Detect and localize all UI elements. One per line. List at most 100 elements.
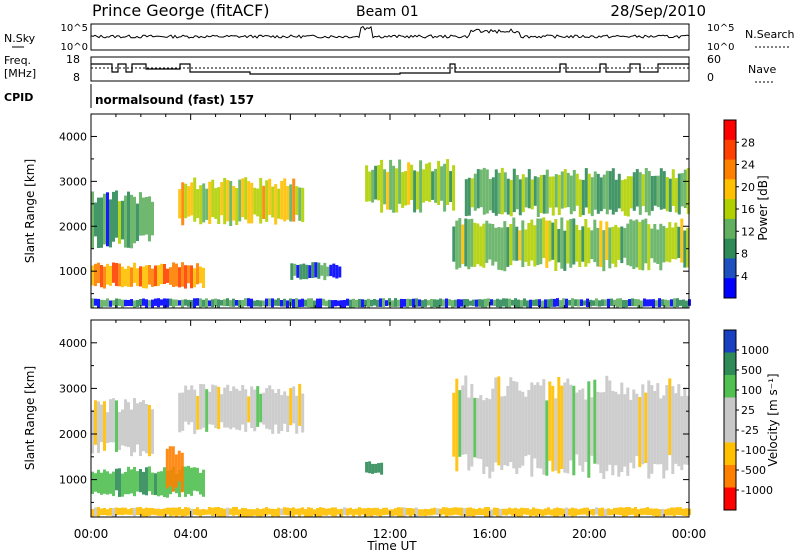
power-cell: [343, 300, 346, 308]
power-cell: [172, 299, 175, 308]
velocity-cell: [115, 400, 118, 452]
power-cell: [521, 174, 525, 213]
power-cell: [100, 299, 103, 308]
velocity-cell: [641, 384, 645, 465]
velocity-cell: [451, 507, 454, 516]
velocity-cell: [496, 507, 499, 517]
power-cell: [383, 169, 387, 205]
power-cell: [530, 179, 534, 210]
velocity-cell: [352, 509, 355, 517]
power-cell: [202, 267, 205, 288]
velocity-cell: [130, 508, 133, 515]
velocity-cell: [497, 376, 501, 466]
velocity-cell: [313, 509, 316, 516]
velocity-cell: [535, 508, 538, 517]
power-cell: [166, 298, 169, 308]
colorbar-tick-label: 1000: [741, 344, 769, 357]
velocity-cell: [142, 508, 145, 517]
power-cell: [205, 188, 209, 220]
velocity-cell: [566, 378, 570, 474]
power-cell: [569, 218, 573, 268]
velocity-cell: [490, 509, 493, 517]
power-cell: [434, 168, 438, 203]
power-cell: [214, 188, 218, 219]
power-cell: [554, 174, 558, 208]
power-cell: [497, 227, 501, 270]
velocity-cell: [436, 508, 439, 516]
velocity-cell: [130, 409, 133, 457]
velocity-cell: [418, 509, 421, 516]
power-cell: [157, 298, 160, 308]
power-cell: [623, 179, 627, 216]
power-cell: [154, 265, 157, 287]
y-tick-label: 2000: [59, 220, 87, 233]
power-cell: [433, 299, 436, 307]
velocity-cell: [355, 508, 358, 515]
colorbar-swatch: [724, 397, 736, 421]
power-cell: [653, 175, 657, 206]
velocity-cell: [659, 398, 663, 465]
velocity-cell: [376, 507, 379, 516]
power-cell: [478, 299, 481, 307]
velocity-cell: [124, 399, 127, 447]
velocity-cell: [658, 509, 661, 517]
power-cell: [595, 298, 598, 307]
power-cell: [124, 299, 127, 307]
power-cell: [379, 298, 382, 307]
velocity-cell: [514, 507, 517, 516]
power-cell: [314, 262, 318, 278]
velocity-cell: [196, 395, 200, 430]
velocity-cell: [539, 385, 543, 469]
power-cell: [121, 200, 124, 240]
velocity-cell: [466, 507, 469, 517]
y-tick-label: 4000: [59, 130, 87, 143]
power-cell: [626, 223, 630, 266]
velocity-cell: [485, 397, 489, 467]
power-cell: [476, 223, 480, 265]
power-cell: [599, 177, 603, 212]
power-cell: [100, 197, 103, 248]
velocity-cell: [470, 384, 474, 467]
power-cell: [181, 299, 184, 308]
velocity-cell: [524, 396, 528, 457]
power-cell: [571, 298, 574, 308]
power-cell: [560, 171, 564, 209]
power-cell: [109, 199, 112, 248]
power-cell: [160, 299, 163, 306]
velocity-cell: [235, 388, 239, 430]
velocity-cell: [163, 467, 166, 497]
power-cell: [476, 169, 480, 209]
power-cell: [614, 224, 618, 268]
velocity-cell: [130, 469, 133, 494]
power-cell: [661, 299, 664, 307]
velocity-cell: [214, 507, 217, 516]
power-cell: [386, 171, 390, 210]
power-cell: [94, 202, 97, 237]
power-cell: [421, 300, 424, 308]
velocity-cell: [508, 507, 511, 515]
power-cell: [271, 298, 274, 308]
power-cell: [521, 220, 525, 268]
power-cell: [680, 218, 684, 263]
velocity-cell: [133, 398, 136, 453]
power-cell: [340, 300, 343, 308]
power-cell: [202, 183, 206, 223]
power-cell: [311, 262, 315, 278]
colorbar-swatch: [724, 139, 736, 161]
velocity-cell: [235, 507, 238, 515]
velocity-cell: [160, 471, 163, 496]
velocity-cell: [100, 404, 103, 443]
power-cell: [575, 224, 579, 262]
velocity-cell: [139, 401, 142, 456]
power-cell: [575, 173, 579, 206]
velocity-cell: [268, 385, 272, 430]
power-cell: [232, 186, 236, 221]
power-cell: [196, 189, 200, 219]
velocity-cell: [193, 389, 197, 434]
power-cell: [668, 222, 672, 263]
power-cell: [572, 218, 576, 265]
power-cell: [629, 219, 633, 267]
power-cell: [565, 298, 568, 308]
velocity-cell: [103, 469, 106, 494]
velocity-cell: [268, 508, 271, 515]
